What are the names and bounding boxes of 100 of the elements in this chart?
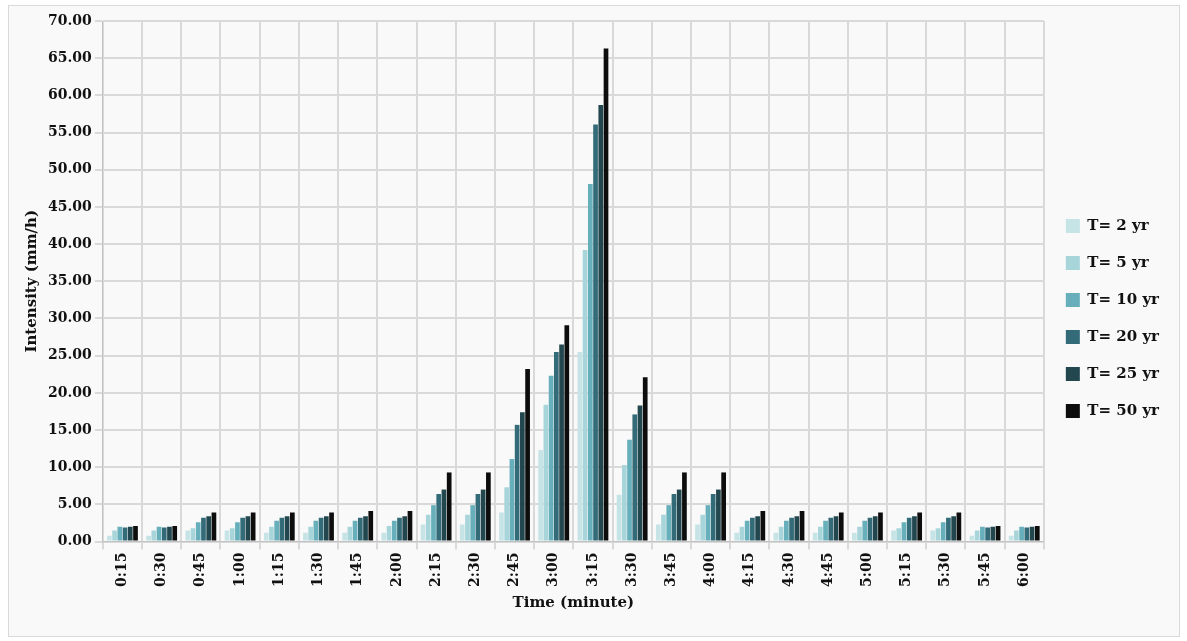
bar: [912, 516, 917, 541]
y-tick-label: 15.00: [48, 420, 93, 437]
bar: [161, 527, 167, 541]
bar: [329, 512, 334, 541]
bar: [789, 517, 794, 541]
y-tick-label: 45.00: [48, 197, 93, 214]
bar: [1034, 525, 1040, 541]
y-tick-label: 65.00: [48, 48, 93, 65]
bar: [425, 514, 431, 541]
legend-label: T= 2 yr: [1087, 215, 1150, 234]
bar: [1008, 535, 1014, 541]
bar: [229, 528, 235, 541]
y-tick-label: 30.00: [48, 309, 93, 326]
legend-label: T= 20 yr: [1087, 326, 1161, 345]
bar: [838, 512, 844, 541]
bar: [935, 528, 941, 541]
legend-label: T= 5 yr: [1087, 252, 1150, 271]
bar: [642, 377, 648, 541]
bar: [587, 183, 593, 541]
y-tick-label: 50.00: [48, 160, 93, 177]
bar: [676, 489, 682, 541]
bar: [459, 524, 465, 541]
x-tick-label: 1:45: [348, 552, 365, 588]
bar: [308, 526, 313, 541]
bar: [784, 520, 789, 541]
bar: [274, 520, 280, 541]
bar: [323, 516, 329, 541]
bar: [857, 526, 862, 541]
y-tick-label: 0.00: [57, 532, 93, 549]
bar: [930, 530, 936, 541]
bar: [431, 505, 436, 541]
bar: [946, 517, 951, 541]
bar: [167, 526, 172, 541]
bar: [347, 526, 353, 541]
bar: [906, 517, 912, 541]
bar: [127, 526, 133, 541]
x-tick-label: 3:15: [583, 552, 600, 588]
bar: [817, 526, 823, 541]
bar: [538, 450, 544, 541]
bar: [520, 412, 525, 541]
x-tick-label: 0:30: [152, 552, 169, 588]
bar: [146, 535, 151, 541]
x-axis-title: Time (minute): [512, 592, 635, 611]
x-tick-label: 4:45: [818, 552, 835, 588]
y-tick-label: 60.00: [48, 86, 93, 103]
bar: [342, 532, 347, 541]
bar: [823, 520, 828, 541]
bar: [940, 522, 946, 541]
x-tick-label: 5:15: [897, 552, 914, 588]
bar: [851, 532, 857, 541]
y-tick-label: 55.00: [48, 123, 93, 140]
bar: [744, 520, 750, 541]
bar: [190, 528, 196, 541]
bar: [107, 535, 112, 541]
bar: [760, 511, 766, 541]
bar: [122, 527, 128, 541]
x-tick-label: 5:30: [936, 552, 953, 588]
bar: [655, 524, 661, 541]
bar: [381, 532, 387, 541]
legend-label: T= 25 yr: [1087, 363, 1161, 382]
x-tick-label: 0:15: [113, 552, 130, 588]
bar: [564, 325, 570, 541]
x-tick-label: 3:00: [544, 552, 561, 588]
bar: [151, 530, 157, 541]
bar: [627, 439, 632, 541]
bar: [206, 516, 212, 541]
x-tick-label: 6:00: [1014, 552, 1031, 588]
y-tick-label: 35.00: [48, 271, 93, 288]
bar: [700, 514, 706, 541]
bar: [363, 516, 368, 541]
bar: [224, 530, 230, 541]
bar: [486, 472, 491, 541]
x-tick-label: 2:00: [387, 552, 404, 588]
y-tick-label: 5.00: [57, 495, 93, 512]
bar: [734, 532, 740, 541]
x-tick-label: 4:15: [740, 552, 757, 588]
bar: [695, 524, 700, 541]
bar: [872, 516, 878, 541]
bar: [172, 525, 178, 541]
bar: [661, 514, 666, 541]
bar: [303, 532, 308, 541]
y-tick-label: 10.00: [48, 457, 93, 474]
bar: [269, 526, 274, 541]
bar: [794, 516, 800, 541]
y-axis-title: Intensity (mm/h): [21, 209, 40, 353]
x-tick-label: 2:15: [426, 552, 443, 588]
bar: [593, 124, 598, 541]
bar: [721, 472, 726, 541]
bar: [1014, 530, 1019, 541]
x-tick-label: 1:00: [230, 552, 247, 588]
bar: [621, 465, 627, 541]
bar: [263, 532, 269, 541]
bar: [436, 494, 442, 541]
bar: [974, 530, 980, 541]
bar: [470, 505, 476, 541]
bar: [499, 512, 504, 541]
bar: [117, 526, 123, 541]
bar: [755, 516, 760, 541]
bar: [750, 517, 755, 541]
x-tick-label: 2:30: [465, 552, 482, 588]
